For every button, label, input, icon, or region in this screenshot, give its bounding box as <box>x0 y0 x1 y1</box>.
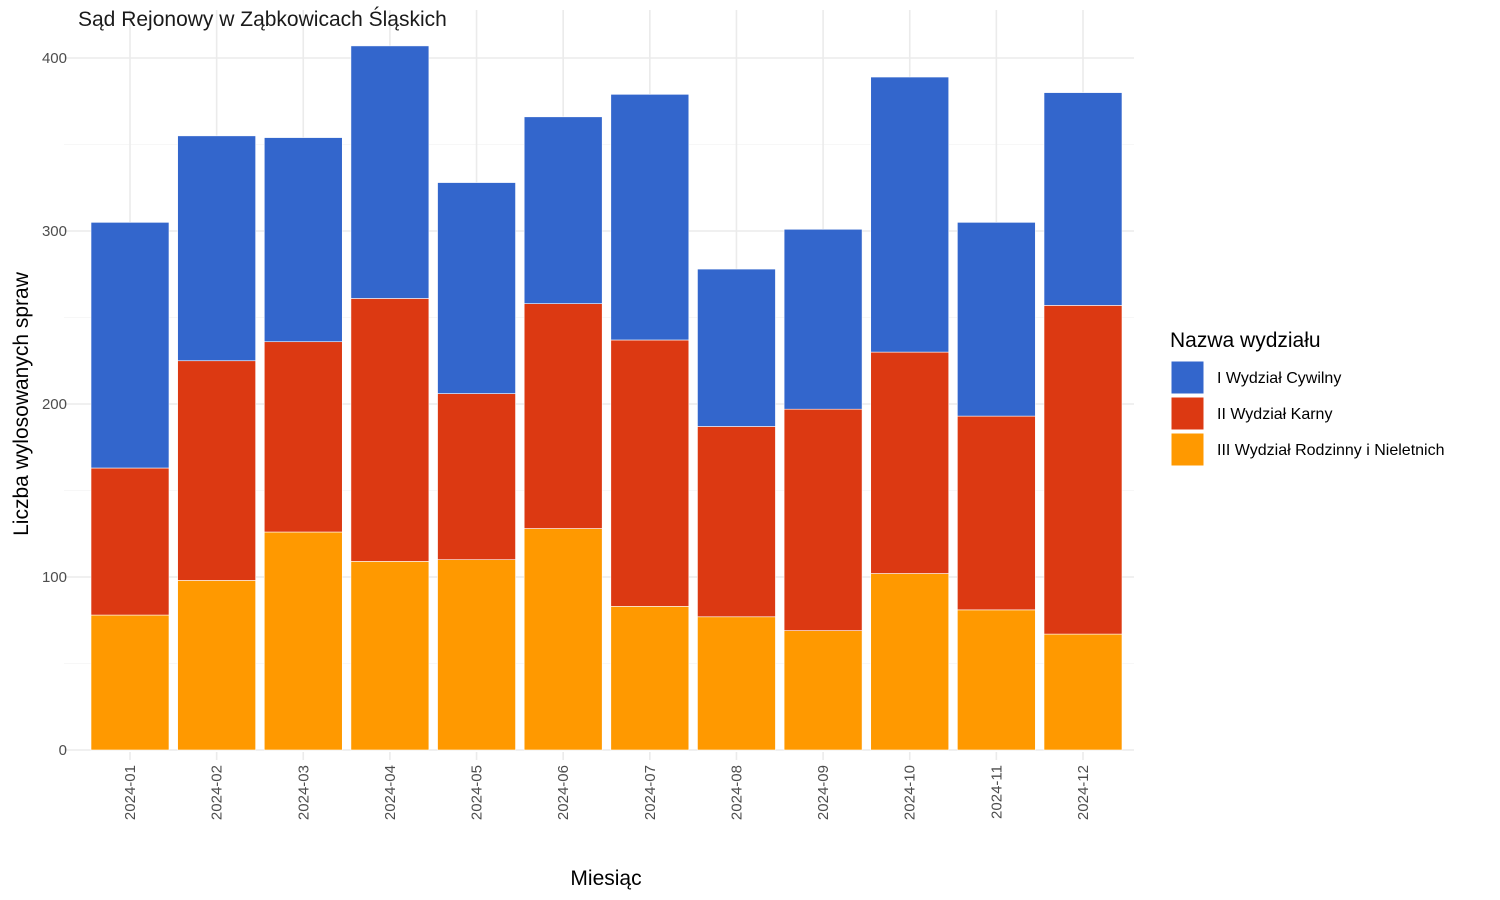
bar-segment <box>350 45 430 299</box>
bar-segment <box>437 182 516 394</box>
bar-segment <box>90 614 170 751</box>
bar-segment <box>90 222 170 469</box>
bar-segment <box>957 609 1036 751</box>
x-tick-label: 2024-10 <box>902 765 919 820</box>
x-tick-label: 2024-01 <box>122 765 139 820</box>
bar-segment <box>177 135 256 362</box>
x-tick-label: 2024-05 <box>469 765 486 820</box>
bar-segment <box>350 561 430 751</box>
bar-segment <box>1043 305 1123 635</box>
bar-segment <box>523 116 603 304</box>
bar-segment <box>610 94 690 341</box>
bar-segment <box>1043 633 1123 751</box>
bar-segment <box>90 467 170 616</box>
bar-segment <box>523 528 603 751</box>
x-axis-ticks: 2024-01 2024-02 2024-03 2024-04 2024-05 2024-… <box>122 752 1092 820</box>
bar-segment <box>957 415 1036 611</box>
bar-segment <box>957 222 1036 417</box>
legend-swatch <box>1170 396 1205 431</box>
chart-title: Sąd Rejonowy w Ząbkowicach Śląskich <box>78 7 447 31</box>
bar-segment <box>610 606 690 751</box>
bar-segment <box>263 341 343 533</box>
bar-segment <box>870 573 950 751</box>
x-tick-label: 2024-07 <box>642 765 659 820</box>
legend-label: III Wydział Rodzinny i Nieletnich <box>1217 442 1445 459</box>
bar-segment <box>870 351 950 574</box>
x-tick-label: 2024-08 <box>728 765 745 820</box>
bar-segment <box>437 393 516 560</box>
bar-segment <box>1043 92 1123 306</box>
bar-segment <box>610 339 690 607</box>
y-tick-label: 300 <box>42 223 67 240</box>
bar-segment <box>697 268 776 427</box>
bar-segment <box>437 559 516 751</box>
bar-segment <box>523 303 603 529</box>
y-tick-label: 100 <box>42 569 67 586</box>
x-tick-label: 2024-12 <box>1075 765 1092 820</box>
x-tick-label: 2024-04 <box>382 765 399 820</box>
bar-segment <box>697 616 776 751</box>
bar-segment <box>783 408 863 631</box>
bar-segment <box>697 426 776 618</box>
x-tick-label: 2024-06 <box>555 765 572 820</box>
bar-segment <box>350 298 430 562</box>
x-tick-label: 2024-11 <box>988 765 1005 819</box>
bar-segment <box>870 76 950 353</box>
x-tick-label: 2024-03 <box>295 765 312 820</box>
y-tick-label: 200 <box>42 396 67 413</box>
bar-segment <box>783 630 863 751</box>
y-tick-label: 0 <box>59 742 67 759</box>
legend-swatch <box>1170 360 1205 395</box>
x-tick-label: 2024-09 <box>815 765 832 820</box>
bar-segment <box>177 580 256 751</box>
legend-label: II Wydział Karny <box>1217 406 1332 423</box>
bar-segment <box>263 531 343 751</box>
y-axis-ticks: 0 100 200 300 400 <box>42 50 67 759</box>
bar-segment <box>263 137 343 343</box>
bar-segment <box>783 228 863 410</box>
legend-label: I Wydział Cywilny <box>1217 370 1341 387</box>
legend-swatch <box>1170 432 1205 467</box>
x-axis-title: Miesiąc <box>570 867 641 890</box>
x-tick-label: 2024-02 <box>209 765 226 820</box>
bars <box>90 45 1123 751</box>
bar-segment <box>177 360 256 581</box>
y-axis-title: Liczba wylosowanych spraw <box>10 271 33 536</box>
y-tick-label: 400 <box>42 50 67 67</box>
legend-title: Nazwa wydziału <box>1170 329 1321 352</box>
legend: Nazwa wydziału I Wydział Cywilny II Wydzi… <box>1170 329 1445 467</box>
